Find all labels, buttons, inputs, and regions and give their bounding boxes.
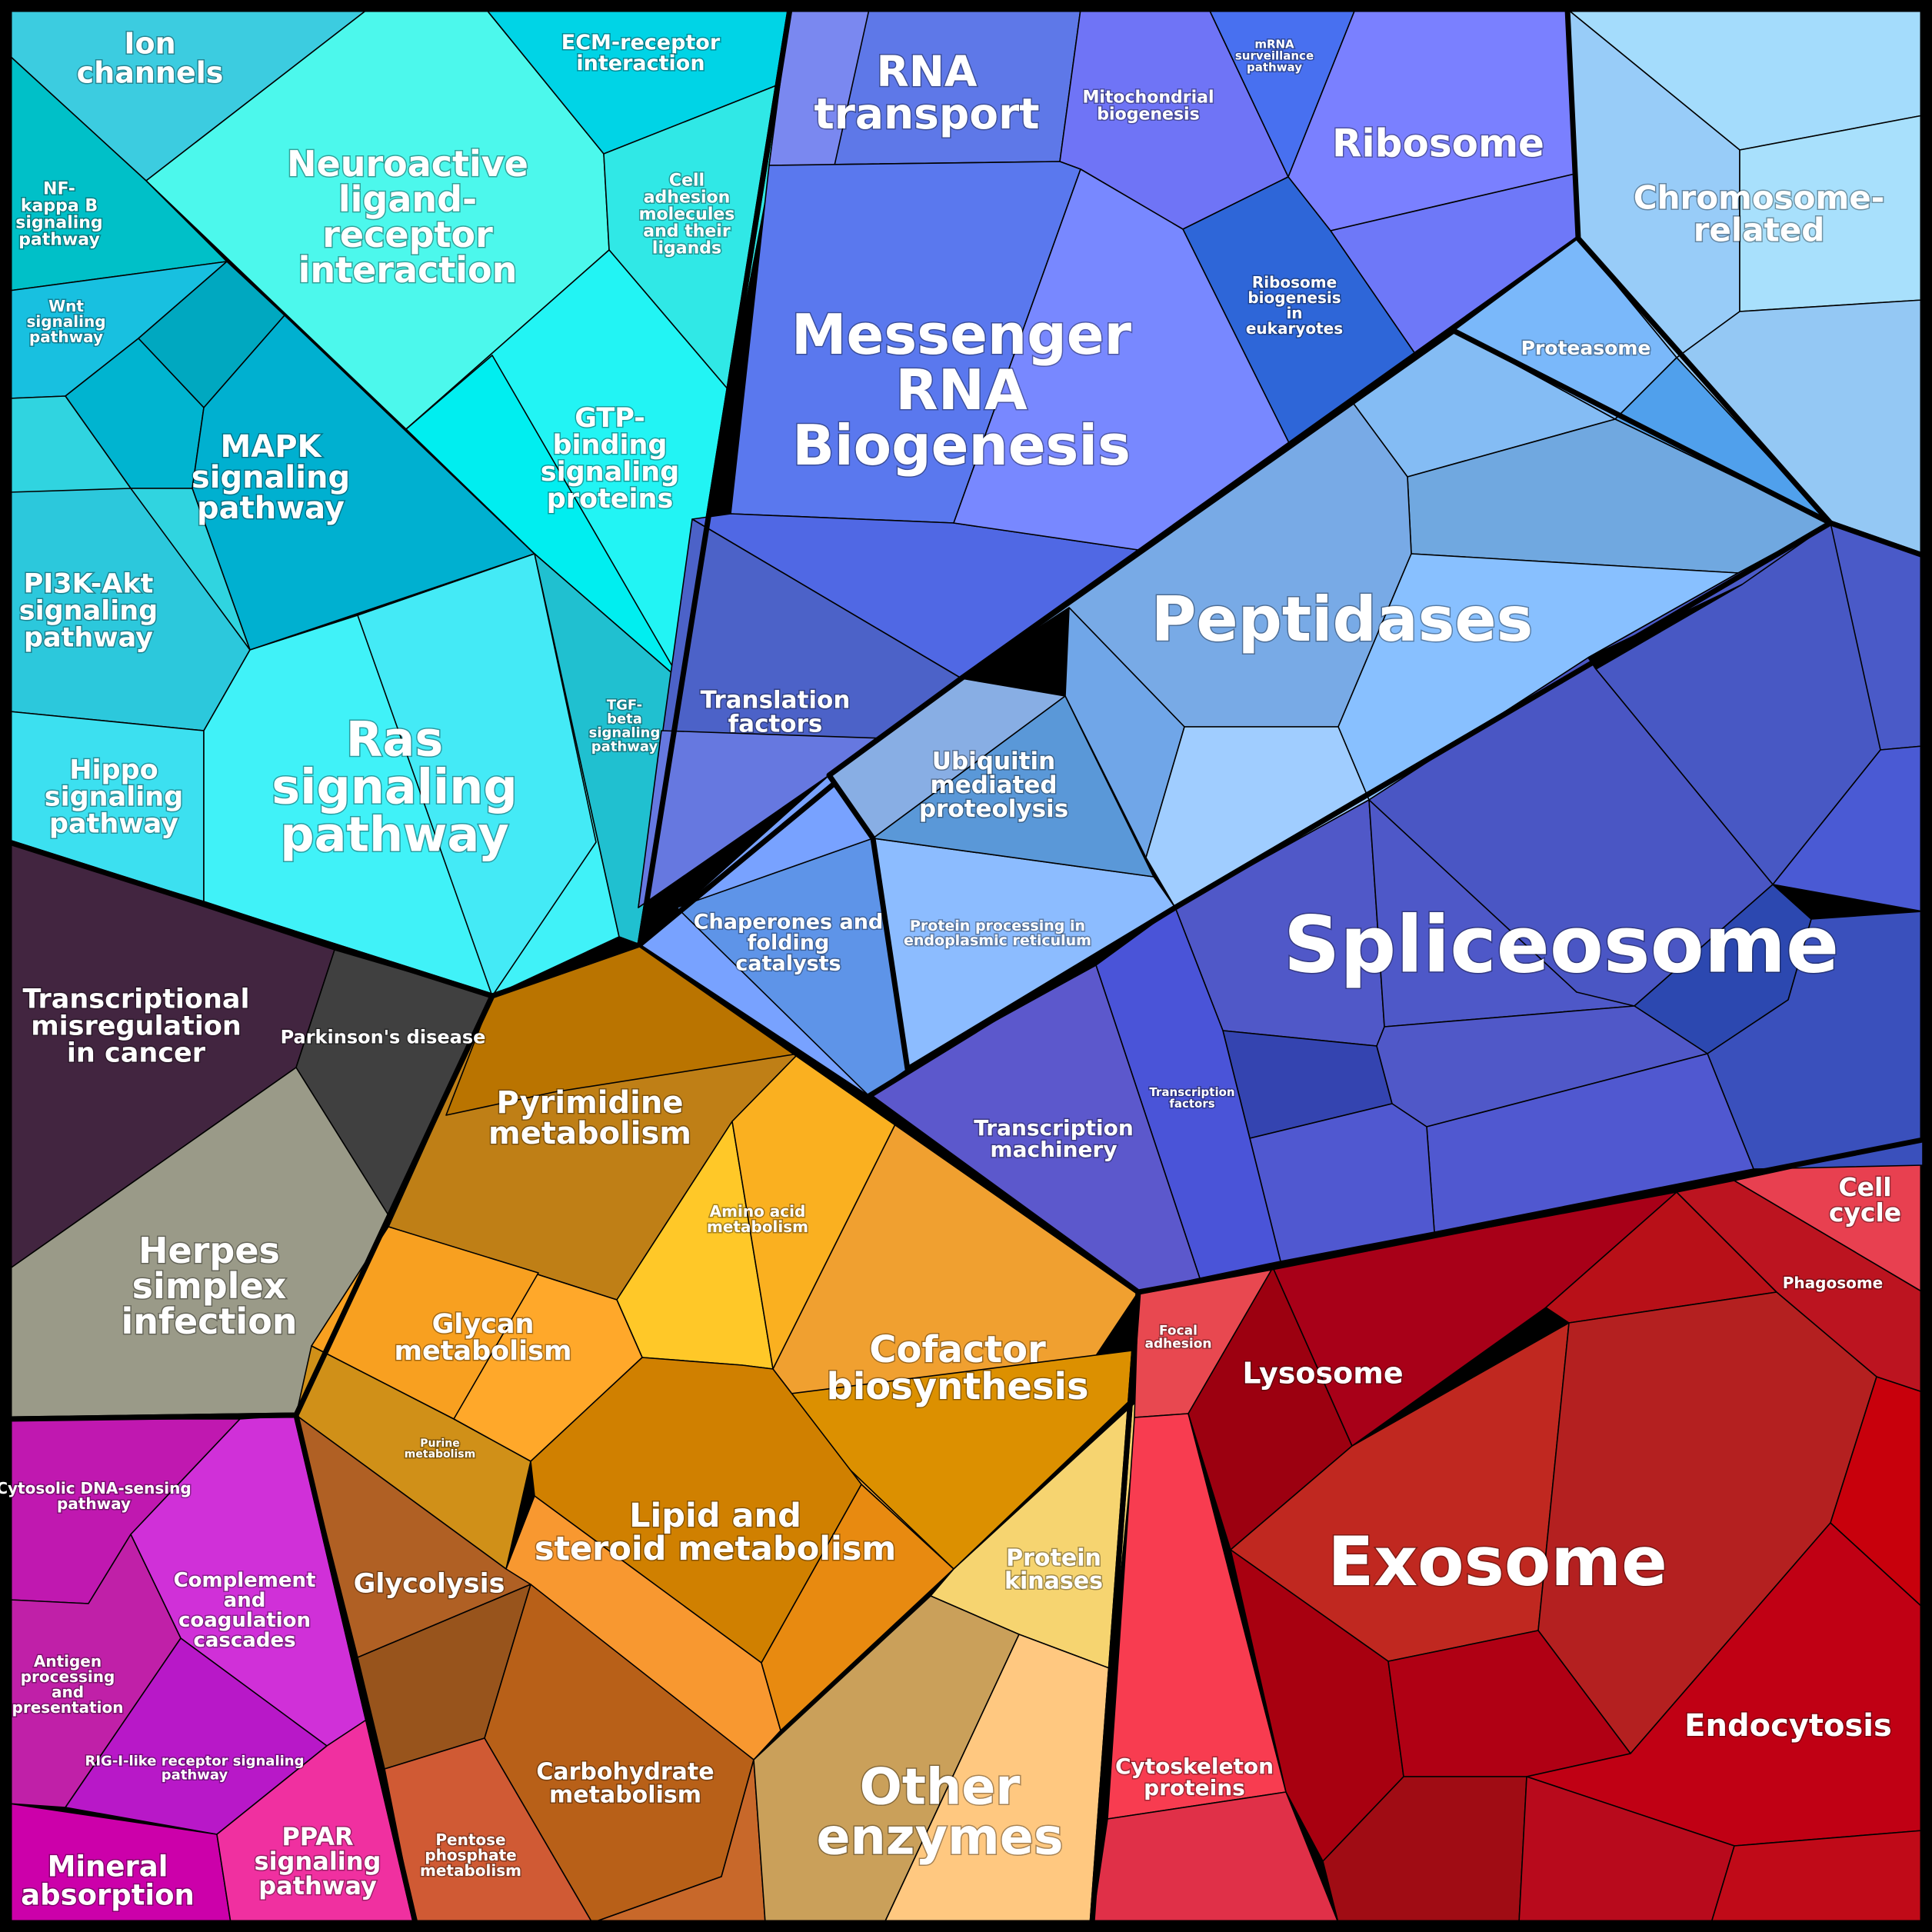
label-pentose-phosphate: Pentose phosphate metabolism — [420, 1830, 521, 1880]
peptidase-group — [826, 328, 1834, 1072]
label-ribosome: Ribosome — [1332, 122, 1544, 166]
label-phagosome: Phagosome — [1783, 1274, 1884, 1292]
label-hippo: Hippo signaling pathway — [45, 754, 183, 839]
label-herpes: Herpes simplex infection — [121, 1230, 297, 1342]
label-cell-adhesion: Cell adhesion molecules and their ligands — [639, 172, 735, 258]
label-ecm-receptor: ECM-receptor interaction — [561, 31, 721, 75]
cell-lipid-c — [761, 1484, 954, 1731]
rna-group — [637, 6, 1581, 1097]
label-transcription-factors: Transcription factors — [1149, 1085, 1234, 1111]
label-purine: Purine metabolism — [405, 1437, 475, 1461]
label-pi3k-akt: PI3K-Akt signaling pathway — [19, 568, 158, 653]
label-gtp-binding: GTP-binding signaling proteins — [541, 403, 679, 515]
label-ribosome-biogenesis: Ribosome biogenesis in eukaryotes — [1246, 273, 1343, 338]
label-pyrimidine: Pyrimidine metabolism — [488, 1085, 691, 1151]
label-mapk: MAPK signaling pathway — [192, 429, 350, 526]
label-chaperones: Chaperones and folding catalysts — [694, 910, 884, 975]
label-translation-factors: Translation factors — [701, 686, 851, 738]
label-ras: Ras signaling pathway — [271, 711, 518, 863]
label-amino-acid: Amino acid metabolism — [707, 1202, 808, 1236]
label-neuroactive: Neuroactive ligand-receptor interaction — [287, 143, 528, 291]
label-messenger-rna: Messenger RNA Biogenesis — [791, 302, 1132, 478]
label-other-enzymes: Other enzymes — [816, 1758, 1063, 1866]
disease-group — [6, 839, 495, 1422]
label-exosome: Exosome — [1327, 1522, 1667, 1601]
label-complement: Complement and coagulation cascades — [174, 1569, 316, 1652]
chromosome-group — [1453, 6, 1926, 558]
labels-layer: Ion channels Neuroactive ligand-receptor int… — [0, 25, 1903, 1913]
label-tgf-beta: TGF-beta signaling pathway — [589, 697, 661, 754]
label-cytoskeleton: Cytoskeleton proteins — [1115, 1754, 1274, 1800]
exosome-group — [1089, 1137, 1926, 1926]
label-mineral-absorption: Mineral absorption — [21, 1850, 195, 1911]
label-ubiquitin: Ubiquitin mediated proteolysis — [919, 748, 1068, 823]
label-proteasome: Proteasome — [1521, 337, 1651, 359]
label-endocytosis: Endocytosis — [1684, 1708, 1892, 1744]
signaling-group — [6, 6, 793, 999]
spliceosome-group — [866, 520, 1926, 1295]
label-glycan: Glycan metabolism — [395, 1309, 572, 1367]
label-parkinsons: Parkinson's disease — [281, 1026, 486, 1048]
label-mrna-surveillance: mRNA surveillance pathway — [1235, 37, 1314, 74]
label-carbohydrate: Carbohydrate metabolism — [536, 1759, 714, 1809]
metabolism-group — [293, 941, 1141, 1926]
immune-group — [6, 1412, 418, 1926]
label-transcription-machinery: Transcription machinery — [974, 1115, 1134, 1162]
label-antigen: Antigen processing and presentation — [12, 1652, 124, 1717]
label-rig-i: RIG-I-like receptor signaling pathway — [85, 1753, 304, 1783]
cell-lipid-b — [505, 1495, 781, 1760]
label-cell-cycle: Cell cycle — [1829, 1172, 1901, 1227]
label-spliceosome: Spliceosome — [1284, 900, 1839, 991]
label-chromosome: Chromosome-related — [1634, 179, 1884, 249]
label-focal-adhesion: Focal adhesion — [1144, 1323, 1211, 1351]
label-transcriptional-misreg: Transcriptional misregulation in cancer — [22, 984, 249, 1068]
label-ion-channels: Ion channels — [77, 26, 224, 89]
label-cytosolic-dna: Cytosolic DNA-sensing pathway — [0, 1479, 192, 1513]
label-glycolysis: Glycolysis — [354, 1568, 505, 1599]
label-cofactor: Cofactor biosynthesis — [826, 1328, 1088, 1408]
cell-ubiquitin-b — [872, 695, 1154, 878]
label-protein-kinases: Protein kinases — [1004, 1545, 1103, 1595]
label-rna-transport: RNA transport — [814, 47, 1040, 138]
label-mitochondrial: Mitochondrial biogenesis — [1082, 88, 1214, 125]
label-lysosome: Lysosome — [1242, 1356, 1403, 1390]
label-peptidases: Peptidases — [1151, 584, 1534, 655]
label-lipid-steroid: Lipid and steroid metabolism — [535, 1497, 896, 1568]
label-protein-processing: Protein processing in endoplasmic reticul… — [904, 918, 1091, 949]
cell-ras-b — [357, 553, 597, 997]
label-ppar: PPAR signaling pathway — [255, 1822, 381, 1900]
label-wnt: Wnt signaling pathway — [26, 297, 105, 346]
